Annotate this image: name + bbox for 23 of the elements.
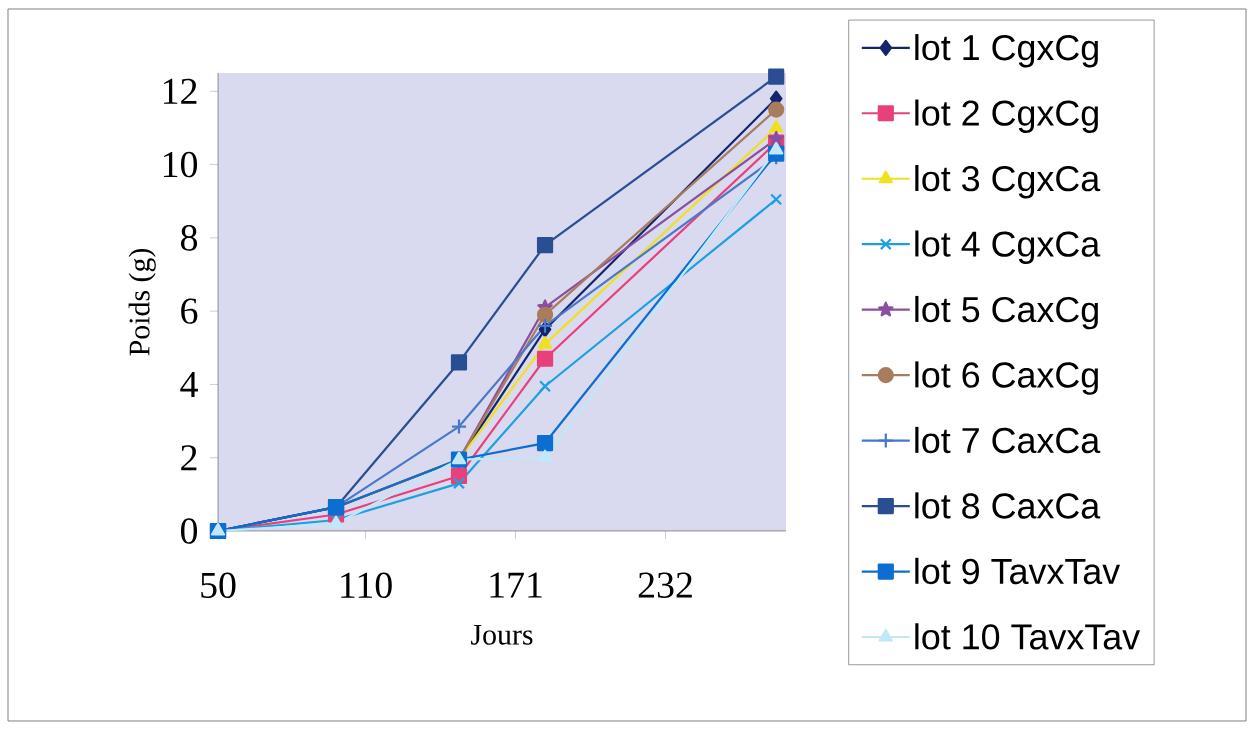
legend-label: lot 9 TavxTav <box>915 557 1121 585</box>
y-tick-label: 8 <box>181 225 198 251</box>
x-tick-label: 110 <box>341 572 392 599</box>
y-axis-title: Poids (g) <box>128 248 156 356</box>
x-axis-title: Jours <box>471 624 533 645</box>
legend-label: lot 5 CaxCg <box>915 295 1098 330</box>
legend-label: lot 8 CaxCa <box>915 492 1101 519</box>
y-tick-label: 0 <box>181 518 198 544</box>
y-tick-label: 2 <box>181 445 197 471</box>
y-tick-label: 6 <box>181 298 198 324</box>
legend-label: lot 6 CaxCg <box>915 361 1098 395</box>
legend-label: lot 1 CgxCg <box>915 34 1098 68</box>
legend-label: lot 10 TavxTav <box>915 623 1141 650</box>
legend-label: lot 2 CgxCg <box>915 99 1098 133</box>
x-tick-label: 171 <box>490 572 542 598</box>
y-tick-label: 10 <box>163 151 198 178</box>
y-tick-label: 4 <box>180 371 198 397</box>
legend-label: lot 3 CgxCa <box>915 164 1101 199</box>
legend-label: lot 7 CaxCa <box>915 426 1101 454</box>
legend-label: lot 4 CgxCa <box>915 230 1101 264</box>
y-tick-label: 12 <box>163 78 197 104</box>
x-tick-label: 232 <box>638 572 692 598</box>
x-tick-label: 50 <box>201 572 236 599</box>
